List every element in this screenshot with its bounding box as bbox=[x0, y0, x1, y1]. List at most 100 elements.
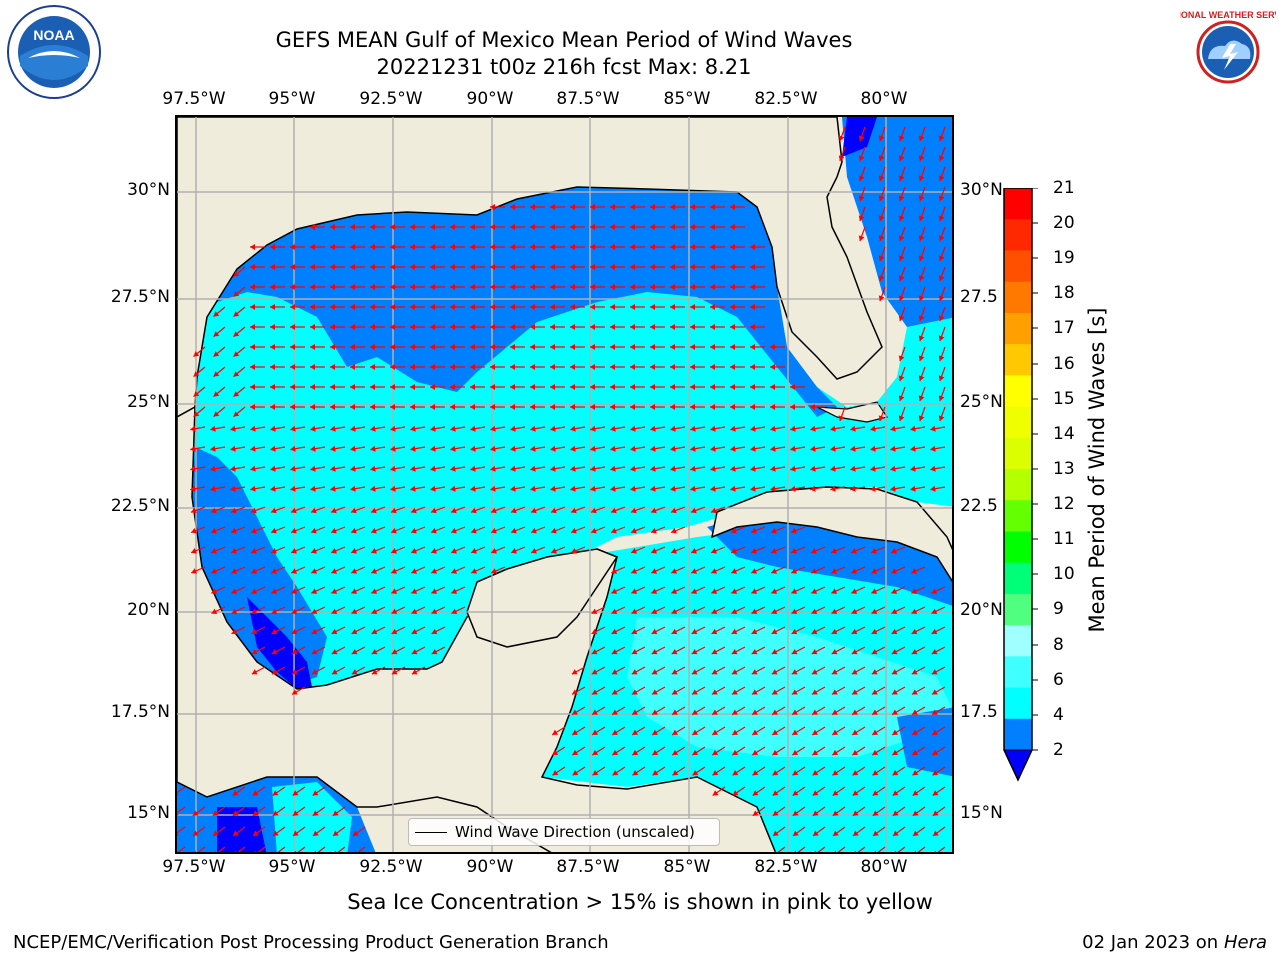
wind-wave-arrowhead bbox=[213, 331, 220, 337]
wind-wave-arrowhead bbox=[670, 204, 675, 210]
wind-wave-arrowhead bbox=[550, 465, 556, 472]
wind-wave-arrowhead bbox=[390, 384, 395, 390]
wind-wave-arrowhead bbox=[732, 749, 739, 756]
wind-wave-arrowhead bbox=[491, 527, 497, 534]
wind-wave-arrowhead bbox=[910, 485, 916, 492]
wind-wave-arrowhead bbox=[631, 648, 638, 655]
wind-wave-arrowhead bbox=[490, 384, 495, 390]
wind-wave-arrowhead bbox=[190, 425, 196, 432]
wind-wave-arrowhead bbox=[450, 465, 456, 472]
wind-wave-arrow bbox=[177, 806, 186, 814]
colorbar-underflow-triangle bbox=[1003, 749, 1033, 782]
wind-wave-arrowhead bbox=[330, 445, 336, 452]
wind-wave-arrowhead bbox=[831, 548, 837, 554]
wind-wave-arrowhead bbox=[430, 344, 435, 350]
wind-wave-arrowhead bbox=[690, 404, 695, 410]
wind-wave-arrowhead bbox=[710, 425, 716, 432]
wind-wave-arrowhead bbox=[251, 669, 258, 675]
wind-wave-arrowhead bbox=[812, 790, 819, 796]
lat-label-left: 25°N bbox=[127, 392, 170, 412]
wind-wave-arrowhead bbox=[890, 425, 896, 432]
wind-wave-arrowhead bbox=[752, 729, 759, 735]
wind-wave-arrowhead bbox=[330, 425, 336, 432]
wind-wave-arrowhead bbox=[312, 830, 319, 836]
wind-wave-arrowhead bbox=[611, 568, 618, 574]
wind-wave-arrowhead bbox=[410, 425, 416, 432]
wind-wave-arrowhead bbox=[410, 485, 416, 492]
wind-wave-arrowhead bbox=[270, 507, 277, 514]
wind-wave-arrowhead bbox=[890, 485, 896, 492]
lon-label-bottom: 87.5°W bbox=[556, 857, 620, 877]
wind-wave-arrowhead bbox=[812, 709, 818, 715]
wind-wave-arrowhead bbox=[650, 384, 655, 390]
wind-wave-arrowhead bbox=[331, 548, 337, 554]
wind-wave-arrowhead bbox=[792, 749, 799, 756]
wind-wave-arrowhead bbox=[272, 810, 279, 816]
wind-wave-arrowhead bbox=[610, 507, 617, 514]
wind-wave-arrowhead bbox=[510, 224, 515, 230]
wind-wave-arrowhead bbox=[250, 364, 255, 370]
wind-wave-arrowhead bbox=[870, 445, 876, 452]
wind-wave-arrowhead bbox=[650, 425, 656, 432]
wind-wave-arrowhead bbox=[590, 364, 595, 370]
wind-wave-arrowhead bbox=[291, 568, 298, 574]
wind-wave-arrowhead bbox=[331, 669, 338, 675]
wind-wave-arrowhead bbox=[190, 445, 196, 452]
wind-wave-arrowhead bbox=[898, 235, 905, 242]
wind-wave-arrowhead bbox=[838, 135, 845, 142]
wind-wave-arrowhead bbox=[470, 264, 475, 270]
wind-wave-arrowhead bbox=[878, 255, 885, 262]
colorbar-band bbox=[1004, 469, 1032, 501]
wind-wave-arrowhead bbox=[511, 527, 517, 534]
wind-wave-arrowhead bbox=[590, 264, 595, 270]
wind-wave-arrowhead bbox=[193, 351, 200, 357]
wind-wave-arrowhead bbox=[872, 830, 879, 836]
wind-wave-arrowhead bbox=[932, 729, 939, 735]
wind-wave-arrowhead bbox=[310, 404, 315, 410]
wind-wave-arrowhead bbox=[572, 709, 578, 715]
wind-wave-arrowhead bbox=[210, 507, 217, 514]
wind-wave-arrowhead bbox=[918, 175, 925, 182]
wind-wave-arrowhead bbox=[750, 244, 755, 250]
wind-wave-arrowhead bbox=[291, 548, 297, 554]
wind-wave-arrowhead bbox=[912, 709, 918, 715]
wind-wave-arrowhead bbox=[690, 445, 696, 452]
wind-wave-arrowhead bbox=[290, 304, 295, 310]
wind-wave-arrowhead bbox=[233, 311, 240, 317]
wind-wave-arrowhead bbox=[730, 404, 735, 410]
colorbar-band bbox=[1004, 656, 1032, 689]
wind-wave-arrowhead bbox=[852, 729, 859, 735]
wind-wave-arrowhead bbox=[632, 749, 639, 756]
wind-wave-arrowhead bbox=[752, 790, 759, 796]
wind-wave-arrowhead bbox=[270, 485, 276, 492]
wind-wave-arrowhead bbox=[211, 588, 218, 594]
wind-wave-arrowhead bbox=[530, 224, 535, 230]
wind-wave-arrowhead bbox=[550, 507, 557, 514]
wind-wave-arrowhead bbox=[311, 548, 317, 554]
wind-wave-arrowhead bbox=[650, 224, 655, 230]
wind-wave-arrowhead bbox=[872, 790, 879, 796]
colorbar-band bbox=[1004, 219, 1032, 251]
wind-wave-arrowhead bbox=[292, 810, 299, 816]
wind-wave-arrowhead bbox=[431, 608, 438, 615]
wind-wave-arrowhead bbox=[898, 295, 905, 302]
wind-wave-arrowhead bbox=[812, 729, 819, 735]
wind-wave-arrowhead bbox=[690, 244, 695, 250]
wind-wave-arrowhead bbox=[710, 204, 715, 210]
wind-wave-arrowhead bbox=[570, 445, 576, 452]
wind-wave-arrowhead bbox=[391, 648, 398, 655]
wind-wave-arrowhead bbox=[251, 628, 258, 635]
colorbar-band bbox=[1004, 562, 1032, 595]
wind-wave-arrowhead bbox=[871, 588, 878, 594]
wind-wave-arrowhead bbox=[410, 304, 415, 310]
wind-wave-arrowhead bbox=[918, 235, 925, 242]
wind-wave-arrowhead bbox=[850, 485, 856, 492]
wind-wave-arrowhead bbox=[650, 445, 656, 452]
wind-wave-arrowhead bbox=[611, 648, 618, 655]
wind-wave-arrowhead bbox=[878, 275, 885, 282]
wind-wave-arrowhead bbox=[570, 465, 576, 472]
wind-wave-arrowhead bbox=[330, 344, 335, 350]
wind-wave-arrowhead bbox=[671, 548, 677, 554]
wind-wave-arrowhead bbox=[292, 790, 299, 796]
wind-wave-arrowhead bbox=[710, 445, 716, 452]
